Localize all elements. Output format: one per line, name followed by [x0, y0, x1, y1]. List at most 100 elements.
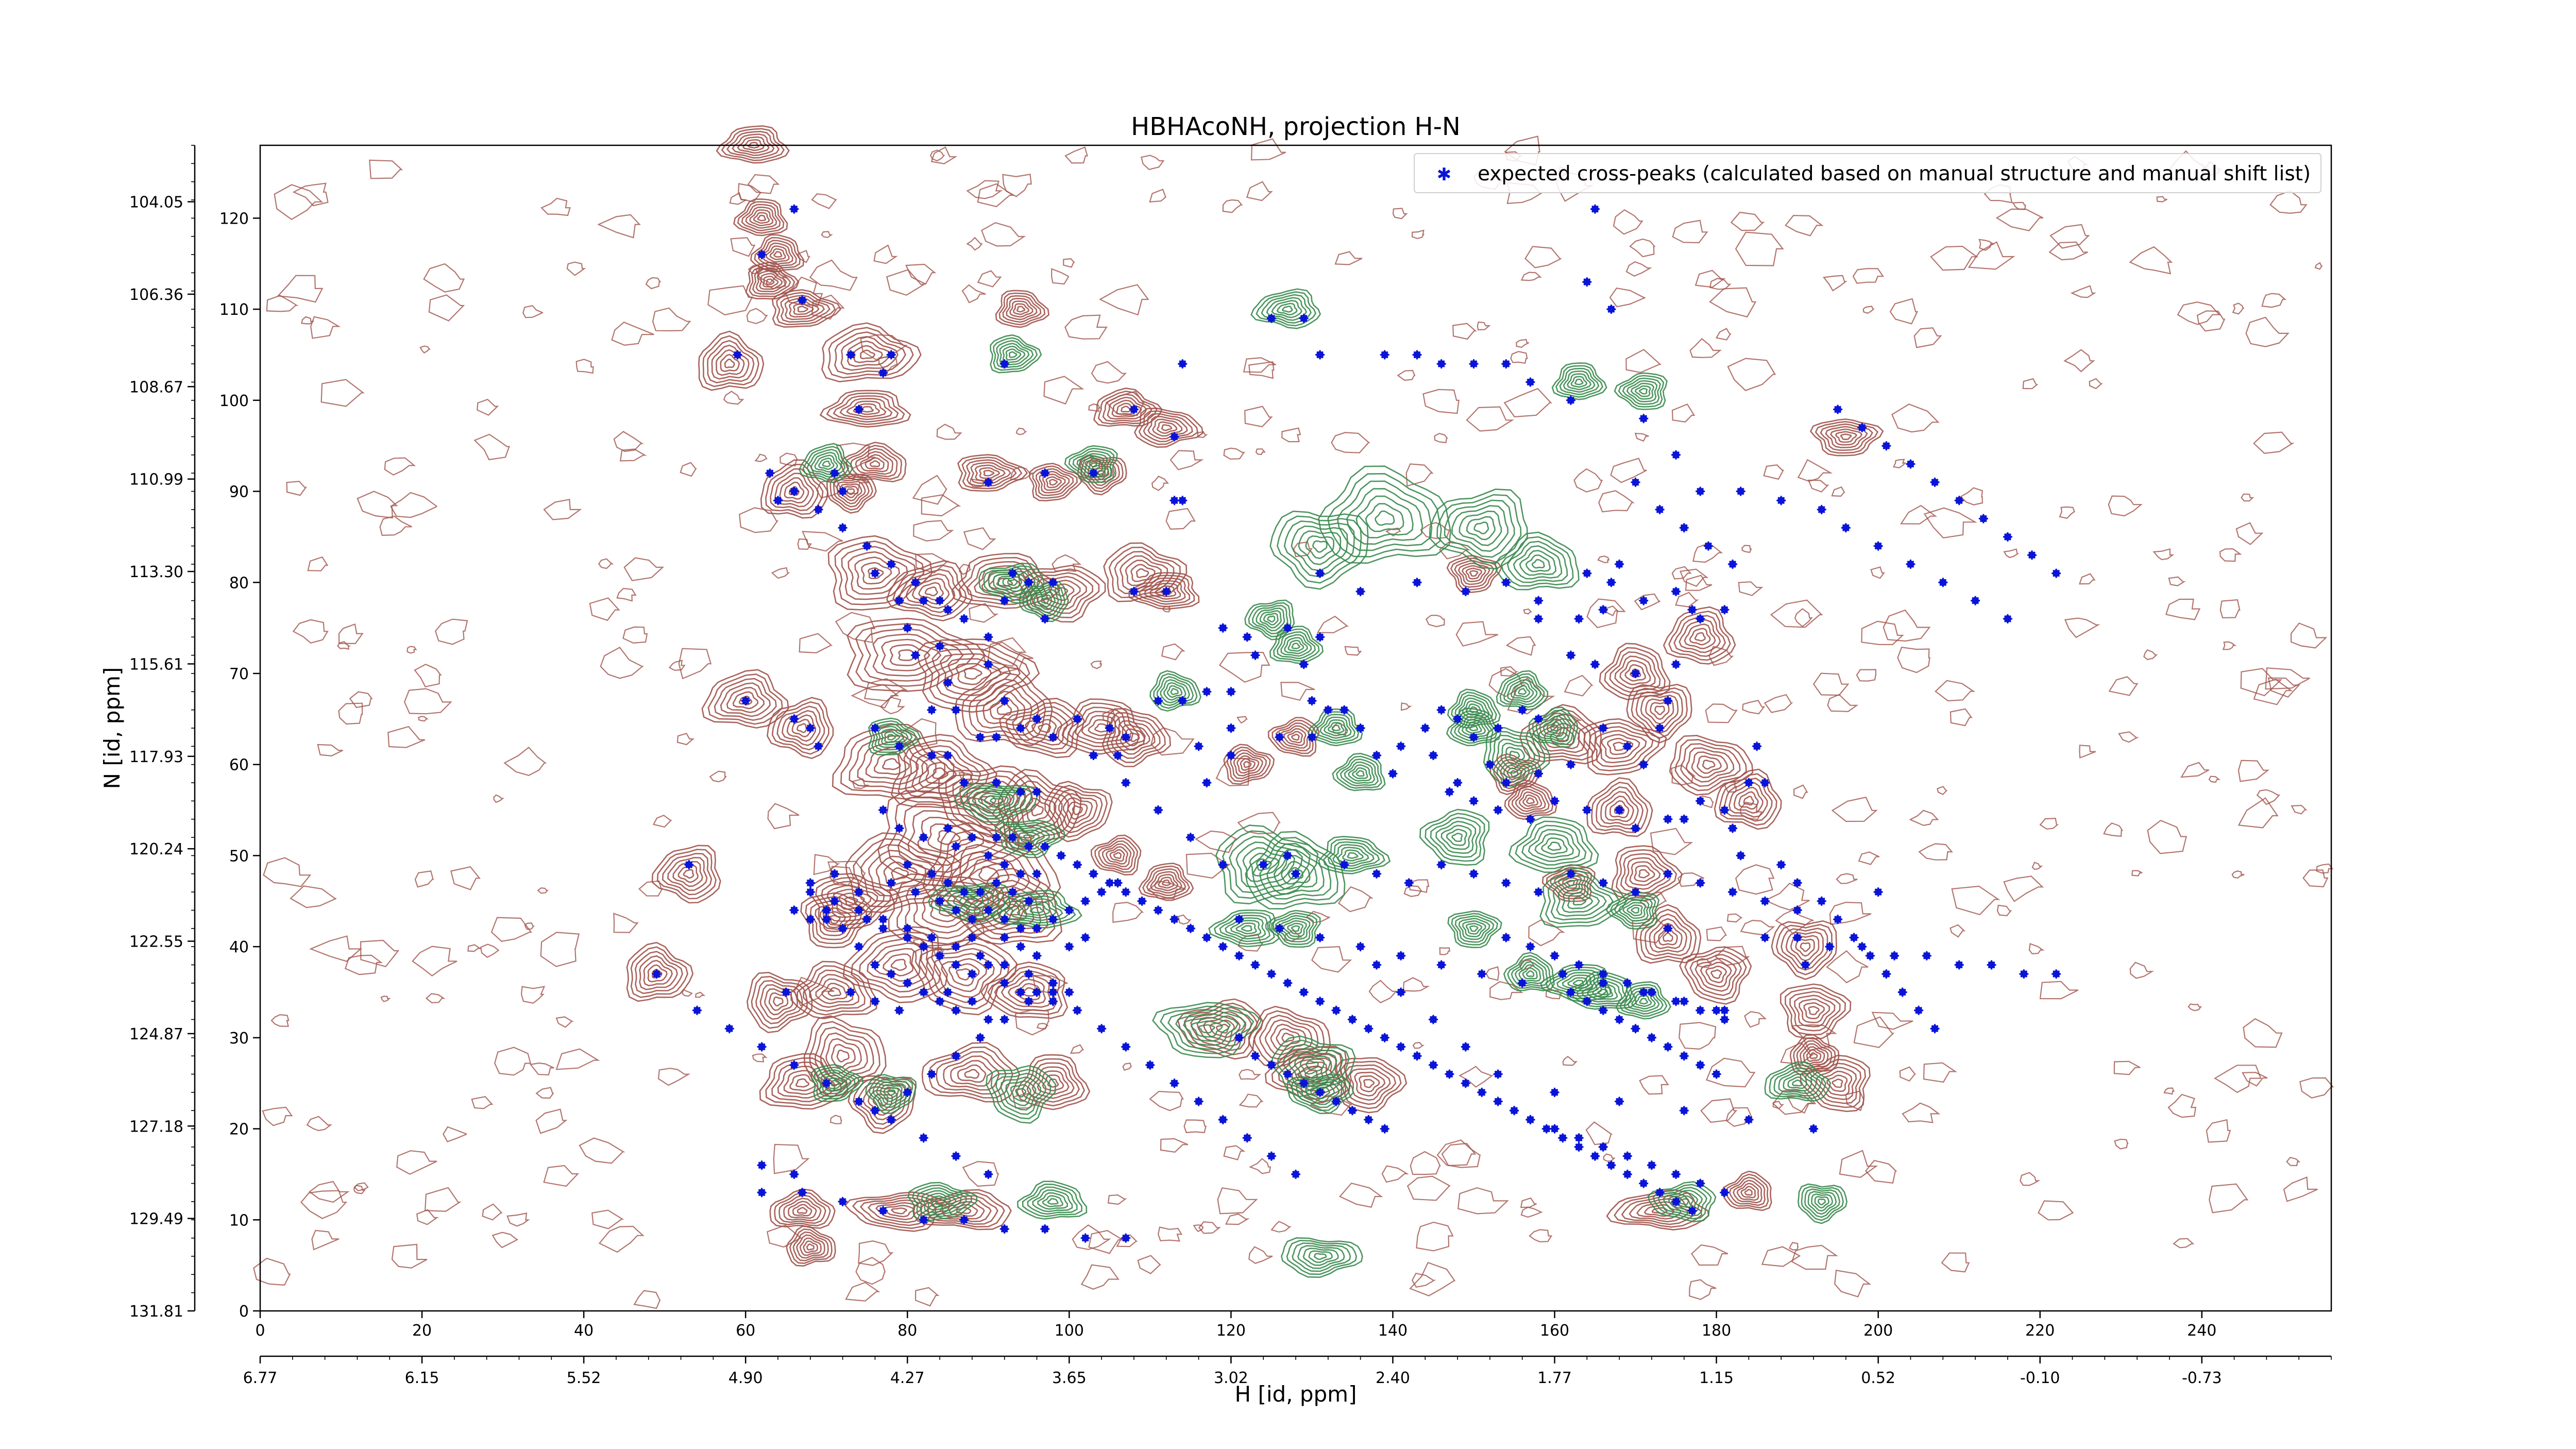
cross-peak: [733, 350, 742, 360]
cross-peak: [1154, 805, 1163, 815]
cross-peak: [1744, 1115, 1754, 1124]
cross-peak: [805, 887, 815, 897]
negative-contour: [1528, 706, 1579, 748]
cross-peak: [1242, 1133, 1252, 1143]
positive-contour: [1029, 463, 1082, 502]
negative-contour: [1308, 708, 1363, 747]
negative-contour: [1551, 362, 1607, 400]
cross-peak: [1550, 951, 1560, 961]
cross-peak: [1987, 960, 1996, 970]
cross-peak: [870, 960, 880, 970]
cross-peak: [870, 1106, 880, 1116]
cross-peak: [999, 1015, 1009, 1024]
cross-peak: [1040, 468, 1050, 478]
cross-peak: [1493, 723, 1503, 733]
cross-peak: [1477, 969, 1487, 979]
cross-peak: [1776, 860, 1786, 870]
cross-peak: [1283, 1069, 1293, 1079]
cross-peak: [959, 887, 969, 897]
cross-peak: [927, 705, 937, 715]
cross-peak: [1436, 960, 1446, 970]
cross-peak: [1396, 1042, 1406, 1052]
cross-peak: [1040, 1224, 1050, 1234]
cross-peak: [1728, 559, 1737, 569]
cross-peak: [1283, 851, 1293, 861]
cross-peak: [1792, 878, 1802, 888]
cross-peak: [1073, 1005, 1082, 1015]
positive-contour: [1669, 735, 1754, 796]
cross-peak: [886, 878, 896, 888]
cross-peak: [1202, 933, 1212, 942]
positive-contour: [1128, 572, 1200, 610]
x-ppm-tick-label: 4.90: [728, 1369, 763, 1387]
cross-peak: [1622, 742, 1632, 751]
cross-peak: [652, 969, 662, 979]
cross-peak: [999, 596, 1009, 605]
cross-peak: [805, 915, 815, 924]
cross-peak: [1469, 359, 1479, 369]
cross-peak: [1291, 1169, 1300, 1179]
negative-contour: [865, 1074, 917, 1114]
y-index-tick-label: 20: [229, 1121, 249, 1139]
x-ppm-tick-label: 6.77: [243, 1369, 278, 1387]
cross-peak: [1615, 559, 1624, 569]
cross-peak: [1590, 204, 1600, 214]
negative-contour: [1447, 910, 1502, 949]
cross-peak: [1283, 623, 1293, 633]
cross-peak: [959, 778, 969, 787]
cross-peak: [1064, 905, 1074, 915]
cross-peak: [789, 204, 799, 214]
cross-peak: [1380, 1124, 1389, 1134]
cross-peak: [1218, 942, 1228, 952]
positive-contour: [1679, 946, 1752, 1005]
cross-peak: [943, 605, 953, 615]
cross-peak: [1008, 887, 1018, 897]
x-ppm-tick-label: 3.65: [1052, 1369, 1087, 1387]
y-index-tick-label: 0: [239, 1303, 249, 1321]
positive-contour: [1663, 606, 1736, 665]
cross-peak: [1882, 441, 1891, 451]
cross-peak: [927, 751, 937, 760]
cross-peak: [959, 614, 969, 624]
plot-frame: [259, 144, 2332, 1312]
cross-peak: [1097, 887, 1107, 897]
cross-peak: [1412, 350, 1422, 360]
cross-peak: [1526, 377, 1535, 387]
cross-peak: [1526, 814, 1535, 824]
cross-peak: [1534, 596, 1544, 605]
negative-contour: [954, 782, 1038, 823]
x-ppm-tick-label: 1.15: [1699, 1369, 1734, 1387]
y-ppm-tick-label: 113.30: [129, 563, 183, 581]
cross-peak: [789, 486, 799, 496]
cross-peak: [1347, 1015, 1357, 1024]
cross-peak: [1696, 1005, 1705, 1015]
cross-peak: [975, 951, 985, 961]
cross-peak: [1145, 1060, 1155, 1070]
positive-contour: [819, 390, 911, 428]
cross-peak: [1453, 714, 1463, 724]
cross-peak: [1873, 541, 1883, 551]
cross-peak: [1849, 933, 1859, 942]
cross-peak: [1469, 869, 1479, 879]
negative-contour: [1281, 1237, 1363, 1278]
cross-peak: [2052, 568, 2061, 578]
positive-contour: [716, 125, 790, 164]
cross-peak: [886, 559, 896, 569]
negative-contour: [1152, 1002, 1262, 1058]
cross-peak: [741, 696, 751, 705]
cross-peak: [919, 596, 928, 605]
y-ppm-tick-label: 115.61: [129, 655, 183, 673]
cross-peak: [1517, 978, 1527, 988]
cross-peak: [1938, 578, 1948, 587]
positive-contour: [745, 261, 800, 300]
negative-contour: [1332, 752, 1386, 791]
cross-peak: [1582, 568, 1592, 578]
positive-contour: [840, 442, 907, 483]
cross-peak: [1671, 1197, 1681, 1206]
positive-contour: [771, 289, 841, 328]
cross-peak: [975, 732, 985, 742]
cross-peak: [1566, 987, 1575, 997]
y-ppm-tick-label: 129.49: [129, 1210, 183, 1228]
cross-peak: [1024, 896, 1033, 906]
y-ppm-tick-label: 110.99: [129, 471, 183, 489]
